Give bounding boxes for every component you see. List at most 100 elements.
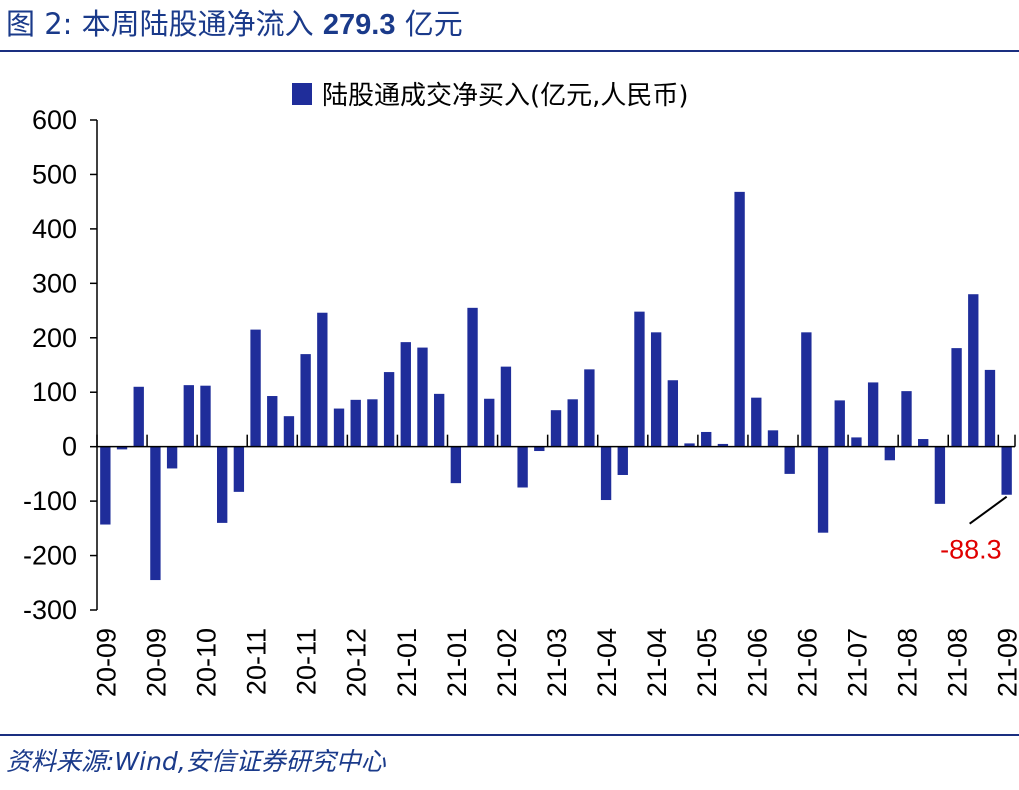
- bar: [217, 446, 228, 523]
- bar: [617, 446, 628, 475]
- x-tick-label: 20-09: [141, 628, 171, 697]
- bar: [867, 382, 879, 447]
- bar: [717, 443, 729, 447]
- bar: [584, 369, 595, 447]
- bar: [567, 399, 578, 447]
- bar: [801, 332, 812, 447]
- x-tick-label: 21-05: [692, 628, 722, 697]
- y-tick-label: -300: [23, 595, 77, 625]
- y-tick-label: 0: [62, 432, 77, 462]
- annotation-leader-line: [969, 495, 1008, 525]
- y-tick-label: -200: [23, 541, 77, 571]
- x-tick-label: 20-11: [242, 628, 272, 695]
- bar: [951, 348, 962, 447]
- bar: [300, 354, 311, 447]
- bar: [684, 443, 695, 447]
- x-tick-label: 21-06: [792, 628, 822, 697]
- bar: [634, 311, 645, 447]
- figure-title-main: 本周陆股通净流入: [81, 7, 314, 41]
- x-tick-label: 21-03: [542, 628, 572, 697]
- bar: [650, 332, 662, 447]
- bar: [200, 385, 211, 447]
- top-divider: [0, 50, 1019, 52]
- figure-title-value: 279.3: [322, 9, 396, 41]
- y-tick-label: 200: [32, 323, 77, 353]
- y-tick-label: 400: [32, 214, 77, 244]
- bar: [400, 342, 411, 447]
- y-tick-label: 600: [32, 105, 77, 135]
- bar: [934, 446, 946, 504]
- x-tick-label: 20-11: [292, 628, 322, 695]
- x-tick-label: 21-09: [993, 628, 1019, 697]
- bar-chart: 陆股通成交净买入(亿元,人民币) 600 500 400 300 200 100 0 -100…: [23, 81, 1019, 697]
- bar: [851, 437, 862, 447]
- x-tick-label: 21-04: [642, 628, 672, 697]
- figure-label: 图 2:: [6, 7, 73, 41]
- x-tick-label: 21-07: [842, 628, 872, 697]
- bar: [133, 386, 144, 447]
- x-tick-label: 20-12: [342, 628, 372, 697]
- figure-title-unit: 亿元: [404, 7, 463, 41]
- bar: [784, 446, 795, 474]
- legend-swatch: [292, 83, 312, 105]
- bar: [283, 416, 295, 447]
- bar: [600, 446, 612, 501]
- x-tick-label: 21-01: [392, 628, 422, 697]
- bar: [317, 312, 328, 447]
- bar: [667, 380, 679, 447]
- bar: [383, 372, 395, 447]
- bar: [1001, 446, 1012, 495]
- x-tick-label: 21-04: [592, 628, 622, 697]
- x-tick-label: 21-01: [442, 628, 472, 697]
- y-axis: 600 500 400 300 200 100 0 -100 -200 -300: [23, 105, 98, 625]
- x-tick-label: 21-06: [742, 628, 772, 697]
- bar: [901, 391, 912, 447]
- source-note: 资料来源:Wind,安信证券研究中心: [6, 747, 386, 776]
- x-tick-label: 21-08: [893, 628, 923, 697]
- bar: [500, 366, 512, 447]
- y-tick-label: 100: [32, 377, 77, 407]
- bar: [350, 399, 361, 447]
- x-tick-label: 20-09: [91, 628, 121, 697]
- bar: [417, 347, 428, 447]
- figure-title: 图 2: 本周陆股通净流入 279.3 亿元: [6, 2, 463, 46]
- bar: [433, 393, 445, 447]
- bar: [484, 398, 495, 447]
- y-tick-label: 300: [32, 268, 77, 298]
- bar: [183, 385, 194, 447]
- bar: [968, 294, 979, 447]
- bar: [701, 431, 712, 447]
- legend-label: 陆股通成交净买入(亿元,人民币): [322, 81, 689, 111]
- bar: [918, 439, 929, 447]
- bars: [100, 191, 1012, 581]
- bar: [734, 191, 745, 447]
- x-tick-label: 21-08: [943, 628, 973, 697]
- bar: [333, 408, 345, 447]
- bar: [450, 446, 462, 484]
- bar: [751, 397, 762, 447]
- bar: [467, 307, 478, 447]
- bar: [267, 396, 278, 447]
- x-tick-label: 20-10: [191, 628, 221, 697]
- bar: [834, 400, 845, 447]
- x-tick-label: 21-02: [492, 628, 522, 697]
- bar: [817, 446, 829, 533]
- chart-legend: 陆股通成交净买入(亿元,人民币): [292, 81, 689, 111]
- bar: [767, 430, 779, 447]
- bar: [233, 446, 245, 492]
- y-tick-label: -100: [23, 486, 77, 516]
- x-axis: 20-09 20-09 20-10 20-11 20-11 20-12 21-01 21-01…: [91, 434, 1019, 697]
- bar: [116, 446, 128, 450]
- bar: [100, 446, 111, 525]
- bar: [534, 446, 545, 452]
- y-tick-label: 500: [32, 159, 77, 189]
- annotation-label: -88.3: [940, 535, 1002, 565]
- bar: [150, 446, 161, 581]
- bar: [517, 446, 528, 488]
- bar: [984, 369, 996, 447]
- annotations: -88.3: [940, 495, 1008, 565]
- bottom-divider: [0, 734, 1019, 736]
- bar: [550, 410, 562, 447]
- bar: [884, 446, 895, 461]
- bar: [367, 399, 378, 447]
